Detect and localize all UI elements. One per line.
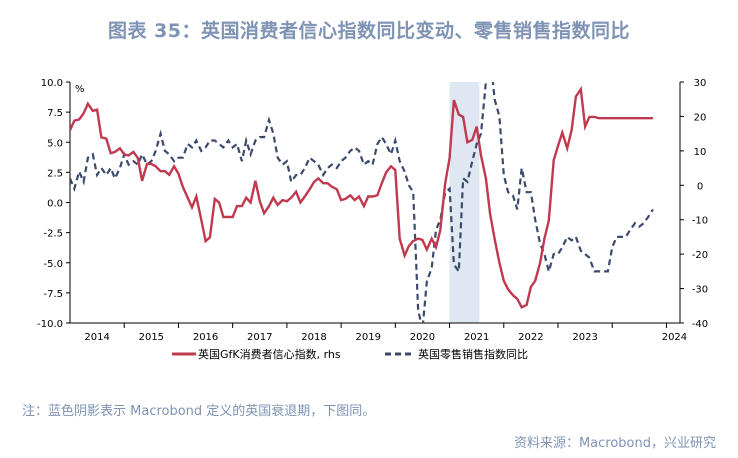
left-tick-label: 10.0	[41, 78, 63, 89]
x-tick-label: 2017	[247, 332, 272, 343]
x-tick-label: 2020	[410, 332, 435, 343]
chart: 10.0 7.5 5.0 2.5 0.0 -2.5 -5.0 -7.5 -10.0% 30 20 10…	[37, 78, 708, 361]
legend-label-gfk: 英国GfK消费者信心指数, rhs	[198, 347, 341, 361]
left-tick-label: 2.5	[47, 168, 63, 179]
x-tick-label: 2021	[464, 332, 489, 343]
left-tick-label: 0.0	[47, 199, 63, 210]
left-tick-label: 7.5	[47, 108, 63, 119]
right-tick-label: 10	[694, 147, 707, 158]
x-tick-label: 2023	[572, 332, 597, 343]
right-tick-label: 20	[694, 112, 707, 123]
right-tick-label: -40	[692, 319, 708, 330]
x-tick-label: 2018	[301, 332, 326, 343]
series-gfk-line	[70, 85, 653, 309]
right-tick-label: -10	[692, 216, 708, 227]
left-axis-unit: %	[75, 84, 85, 95]
chart-title: 图表 35：英国消费者信心指数同比变动、零售销售指数同比	[107, 20, 631, 42]
right-tick-label: 0	[697, 181, 703, 192]
left-tick-label: -2.5	[43, 229, 63, 240]
series-retail-sales-line	[70, 82, 654, 323]
source-note: 资料来源：Macrobond，兴业研究	[513, 436, 716, 451]
left-tick-label: -7.5	[43, 289, 63, 300]
x-tick-label: 2016	[193, 332, 218, 343]
right-tick-label: -20	[692, 250, 708, 261]
x-tick-label: 2022	[518, 332, 543, 343]
x-tick-label: 2015	[139, 332, 164, 343]
footnote: 注：蓝色阴影表示 Macrobond 定义的英国衰退期，下图同。	[22, 404, 376, 419]
left-tick-label: -10.0	[37, 319, 63, 330]
x-tick-label: 2014	[84, 332, 109, 343]
legend-label-retail: 英国零售销售指数同比	[418, 347, 528, 361]
right-tick-label: 30	[694, 78, 707, 89]
right-tick-label: -30	[692, 285, 708, 296]
x-tick-label: 2019	[355, 332, 380, 343]
left-tick-label: 5.0	[47, 138, 63, 149]
x-tick-label: 2024	[662, 332, 687, 343]
left-tick-label: -5.0	[43, 259, 63, 270]
